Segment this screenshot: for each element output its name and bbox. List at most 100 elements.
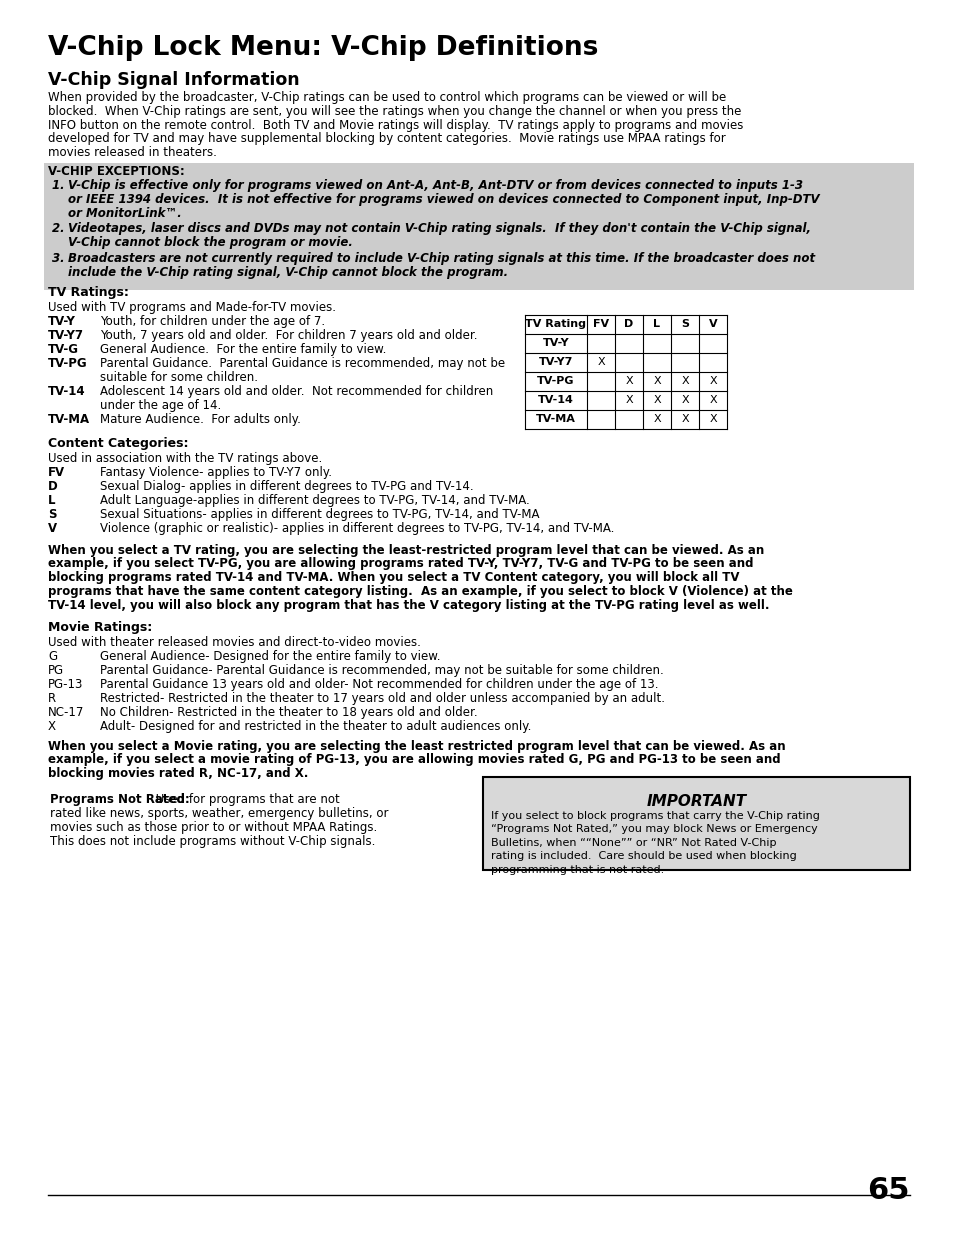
Text: TV-Y7: TV-Y7 xyxy=(48,329,84,342)
Text: V-CHIP EXCEPTIONS:: V-CHIP EXCEPTIONS: xyxy=(48,165,185,178)
Text: PG: PG xyxy=(48,663,64,677)
Text: X: X xyxy=(680,414,688,424)
Text: TV-MA: TV-MA xyxy=(536,414,576,424)
Text: blocking movies rated R, NC-17, and X.: blocking movies rated R, NC-17, and X. xyxy=(48,767,308,781)
Text: X: X xyxy=(48,720,56,732)
Text: Restricted- Restricted in the theater to 17 years old and older unless accompani: Restricted- Restricted in the theater to… xyxy=(100,692,664,705)
Text: movies such as those prior to or without MPAA Ratings.: movies such as those prior to or without… xyxy=(50,821,376,834)
Text: V-Chip is effective only for programs viewed on Ant-A, Ant-B, Ant-DTV or from de: V-Chip is effective only for programs vi… xyxy=(68,179,802,191)
Text: Movie Ratings:: Movie Ratings: xyxy=(48,621,152,634)
Text: Violence (graphic or realistic)- applies in different degrees to TV-PG, TV-14, a: Violence (graphic or realistic)- applies… xyxy=(100,521,614,535)
Bar xyxy=(482,777,909,871)
Text: TV-Y: TV-Y xyxy=(542,338,569,348)
Text: under the age of 14.: under the age of 14. xyxy=(100,399,221,411)
Text: X: X xyxy=(653,377,660,387)
Text: General Audience.  For the entire family to view.: General Audience. For the entire family … xyxy=(100,342,386,356)
Text: or MonitorLink™.: or MonitorLink™. xyxy=(68,206,182,220)
Text: “Programs Not Rated,” you may block News or Emergency: “Programs Not Rated,” you may block News… xyxy=(491,825,817,835)
Text: example, if you select TV-PG, you are allowing programs rated TV-Y, TV-Y7, TV-G : example, if you select TV-PG, you are al… xyxy=(48,557,753,571)
Text: X: X xyxy=(624,377,632,387)
Text: PG-13: PG-13 xyxy=(48,678,83,690)
Text: INFO button on the remote control.  Both TV and Movie ratings will display.  TV : INFO button on the remote control. Both … xyxy=(48,119,742,132)
Text: V: V xyxy=(48,521,57,535)
Text: suitable for some children.: suitable for some children. xyxy=(100,370,257,384)
Text: Fantasy Violence- applies to TV-Y7 only.: Fantasy Violence- applies to TV-Y7 only. xyxy=(100,466,332,479)
Text: X: X xyxy=(708,395,716,405)
Text: Parental Guidance.  Parental Guidance is recommended, may not be: Parental Guidance. Parental Guidance is … xyxy=(100,357,504,369)
Text: S: S xyxy=(48,508,56,521)
Text: Sexual Dialog- applies in different degrees to TV-PG and TV-14.: Sexual Dialog- applies in different degr… xyxy=(100,479,473,493)
Text: developed for TV and may have supplemental blocking by content categories.  Movi: developed for TV and may have supplement… xyxy=(48,132,725,146)
Text: TV-Y: TV-Y xyxy=(48,315,76,327)
Text: X: X xyxy=(680,377,688,387)
Text: rated like news, sports, weather, emergency bulletins, or: rated like news, sports, weather, emerge… xyxy=(50,806,388,820)
Text: Used with TV programs and Made-for-TV movies.: Used with TV programs and Made-for-TV mo… xyxy=(48,300,335,314)
Text: X: X xyxy=(653,414,660,424)
Text: Programs Not Rated:: Programs Not Rated: xyxy=(50,793,190,806)
Text: D: D xyxy=(48,479,58,493)
Text: Adult Language-applies in different degrees to TV-PG, TV-14, and TV-MA.: Adult Language-applies in different degr… xyxy=(100,494,529,506)
Text: D: D xyxy=(623,319,633,329)
Text: Parental Guidance- Parental Guidance is recommended, may not be suitable for som: Parental Guidance- Parental Guidance is … xyxy=(100,663,663,677)
Text: 3.: 3. xyxy=(52,252,69,266)
Text: Used with theater released movies and direct-to-video movies.: Used with theater released movies and di… xyxy=(48,636,420,648)
Text: example, if you select a movie rating of PG-13, you are allowing movies rated G,: example, if you select a movie rating of… xyxy=(48,753,780,767)
Text: TV Rating: TV Rating xyxy=(525,319,586,329)
Text: NC-17: NC-17 xyxy=(48,705,84,719)
Text: Broadcasters are not currently required to include V-Chip rating signals at this: Broadcasters are not currently required … xyxy=(68,252,814,266)
Text: include the V-Chip rating signal, V-Chip cannot block the program.: include the V-Chip rating signal, V-Chip… xyxy=(68,266,508,279)
Text: V-Chip Lock Menu: V-Chip Definitions: V-Chip Lock Menu: V-Chip Definitions xyxy=(48,35,598,61)
Text: TV-14 level, you will also block any program that has the V category listing at : TV-14 level, you will also block any pro… xyxy=(48,599,769,611)
Text: X: X xyxy=(680,395,688,405)
Text: Content Categories:: Content Categories: xyxy=(48,437,189,450)
Text: V-Chip cannot block the program or movie.: V-Chip cannot block the program or movie… xyxy=(68,236,353,249)
Text: TV-Y7: TV-Y7 xyxy=(538,357,573,367)
Text: 2.: 2. xyxy=(52,222,69,236)
Text: Parental Guidance 13 years old and older- Not recommended for children under the: Parental Guidance 13 years old and older… xyxy=(100,678,658,690)
Text: General Audience- Designed for the entire family to view.: General Audience- Designed for the entir… xyxy=(100,650,440,663)
Text: TV-14: TV-14 xyxy=(537,395,574,405)
Text: rating is included.  Care should be used when blocking: rating is included. Care should be used … xyxy=(491,851,796,862)
Text: X: X xyxy=(708,414,716,424)
Text: Sexual Situations- applies in different degrees to TV-PG, TV-14, and TV-MA: Sexual Situations- applies in different … xyxy=(100,508,539,521)
Text: 65: 65 xyxy=(866,1176,909,1205)
Text: Videotapes, laser discs and DVDs may not contain V-Chip rating signals.  If they: Videotapes, laser discs and DVDs may not… xyxy=(68,222,810,236)
Text: Adult- Designed for and restricted in the theater to adult audiences only.: Adult- Designed for and restricted in th… xyxy=(100,720,531,732)
Text: V: V xyxy=(708,319,717,329)
Text: TV-14: TV-14 xyxy=(48,384,86,398)
Text: blocking programs rated TV-14 and TV-MA. When you select a TV Content category, : blocking programs rated TV-14 and TV-MA.… xyxy=(48,572,739,584)
Text: If you select to block programs that carry the V-Chip rating: If you select to block programs that car… xyxy=(491,811,819,821)
Text: X: X xyxy=(597,357,604,367)
Text: 1.: 1. xyxy=(52,179,69,191)
Text: When you select a TV rating, you are selecting the least-restricted program leve: When you select a TV rating, you are sel… xyxy=(48,543,763,557)
Text: TV-PG: TV-PG xyxy=(537,377,574,387)
Text: movies released in theaters.: movies released in theaters. xyxy=(48,146,216,159)
Text: G: G xyxy=(48,650,57,663)
Text: X: X xyxy=(624,395,632,405)
Text: Bulletins, when ““None”” or “NR” Not Rated V-Chip: Bulletins, when ““None”” or “NR” Not Rat… xyxy=(491,839,776,848)
Text: TV-PG: TV-PG xyxy=(48,357,88,369)
Text: This does not include programs without V-Chip signals.: This does not include programs without V… xyxy=(50,835,375,848)
Text: blocked.  When V-Chip ratings are sent, you will see the ratings when you change: blocked. When V-Chip ratings are sent, y… xyxy=(48,105,740,117)
Text: Youth, for children under the age of 7.: Youth, for children under the age of 7. xyxy=(100,315,325,327)
Text: programming that is not rated.: programming that is not rated. xyxy=(491,864,663,876)
Text: TV-G: TV-G xyxy=(48,342,79,356)
Text: V-Chip Signal Information: V-Chip Signal Information xyxy=(48,70,299,89)
Text: or IEEE 1394 devices.  It is not effective for programs viewed on devices connec: or IEEE 1394 devices. It is not effectiv… xyxy=(68,193,819,206)
Text: programs that have the same content category listing.  As an example, if you sel: programs that have the same content cate… xyxy=(48,585,792,598)
Text: FV: FV xyxy=(593,319,608,329)
Text: Mature Audience.  For adults only.: Mature Audience. For adults only. xyxy=(100,412,300,426)
Text: Adolescent 14 years old and older.  Not recommended for children: Adolescent 14 years old and older. Not r… xyxy=(100,384,493,398)
Text: X: X xyxy=(653,395,660,405)
Text: When you select a Movie rating, you are selecting the least restricted program l: When you select a Movie rating, you are … xyxy=(48,740,785,752)
Text: L: L xyxy=(653,319,659,329)
Text: FV: FV xyxy=(48,466,65,479)
Text: TV-MA: TV-MA xyxy=(48,412,90,426)
Bar xyxy=(44,163,913,289)
Text: When provided by the broadcaster, V-Chip ratings can be used to control which pr: When provided by the broadcaster, V-Chip… xyxy=(48,91,725,104)
Text: No Children- Restricted in the theater to 18 years old and older.: No Children- Restricted in the theater t… xyxy=(100,705,477,719)
Text: TV Ratings:: TV Ratings: xyxy=(48,285,129,299)
Text: Youth, 7 years old and older.  For children 7 years old and older.: Youth, 7 years old and older. For childr… xyxy=(100,329,477,342)
Text: Used for programs that are not: Used for programs that are not xyxy=(152,793,339,806)
Text: R: R xyxy=(48,692,56,705)
